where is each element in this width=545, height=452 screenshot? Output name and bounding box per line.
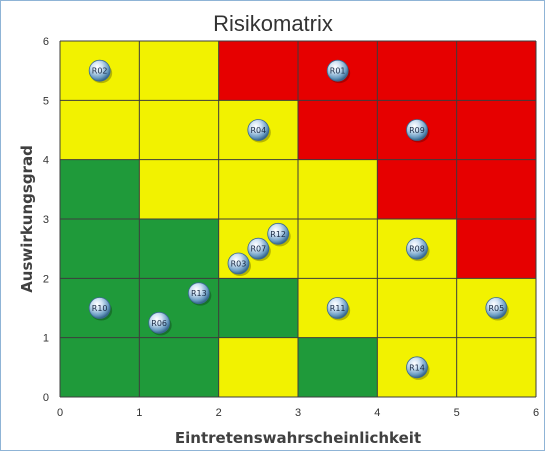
risk-point-r14[interactable]: R14	[406, 356, 430, 380]
x-axis-label: Eintretenswahrscheinlichkeit	[175, 429, 421, 447]
matrix-cell	[60, 219, 140, 279]
risk-point-marker	[326, 297, 349, 319]
risk-point-label: R14	[409, 363, 425, 372]
risk-point-r09[interactable]: R09	[406, 119, 430, 143]
matrix-cell	[218, 159, 298, 219]
matrix-cell	[139, 337, 219, 397]
matrix-cell	[139, 41, 219, 101]
risk-point-r08[interactable]: R08	[406, 237, 430, 262]
matrix-cell	[377, 41, 457, 101]
risk-point-r11[interactable]: R11	[326, 297, 351, 321]
risk-point-r06[interactable]: R06	[148, 311, 172, 336]
matrix-cell	[60, 100, 140, 160]
matrix-cell	[139, 219, 219, 279]
matrix-gridlines	[59, 40, 537, 398]
risk-point-marker	[406, 356, 428, 379]
risk-point-marker	[267, 222, 290, 245]
matrix-cell	[377, 278, 457, 338]
y-tick-label: 0	[43, 392, 49, 404]
risk-points: R01 R02 R03 R04 R05 R06 R07 R08 R09 R10 R11 R12 R13 R…	[88, 59, 509, 380]
y-axis-label: Auswirkungsgrad	[18, 145, 36, 293]
risk-point-r13[interactable]: R13	[187, 282, 212, 306]
matrix-cell	[60, 337, 140, 397]
risk-point-marker	[247, 119, 270, 141]
matrix-cell	[298, 219, 378, 279]
y-tick-label: 1	[43, 333, 49, 345]
matrix-cell	[456, 100, 536, 160]
risk-point-marker	[88, 297, 111, 319]
risk-point-label: R10	[92, 304, 108, 313]
risk-point-marker	[485, 297, 508, 319]
risk-point-marker	[406, 237, 428, 260]
matrix-cell	[377, 159, 457, 219]
matrix-cell	[456, 219, 536, 279]
y-tick-label: 6	[43, 36, 49, 48]
x-tick-label: 2	[216, 407, 222, 419]
risk-point-label: R13	[191, 289, 207, 298]
matrix-cell	[456, 41, 536, 101]
matrix-cell	[60, 159, 140, 219]
x-tick-label: 0	[57, 407, 63, 419]
x-axis-ticks: 0 1 2 3 4 5 6	[57, 407, 539, 419]
y-tick-label: 5	[43, 95, 49, 107]
risk-point-label: R01	[330, 67, 346, 76]
risk-point-label: R09	[409, 126, 425, 135]
x-tick-label: 4	[374, 407, 380, 419]
risk-point-marker	[88, 59, 111, 82]
risk-point-label: R04	[250, 126, 266, 135]
chart-title: Risikomatrix	[213, 11, 333, 36]
x-tick-label: 3	[295, 407, 301, 419]
matrix-cell	[456, 159, 536, 219]
risk-point-r01[interactable]: R01	[326, 59, 351, 84]
risk-point-marker	[148, 311, 171, 334]
matrix-cell	[218, 41, 298, 101]
matrix-cell	[298, 100, 378, 160]
matrix-cell	[456, 337, 536, 397]
risk-point-label: R03	[231, 260, 247, 269]
matrix-cell	[298, 337, 378, 397]
risk-point-label: R05	[488, 304, 504, 313]
matrix-cell	[139, 159, 219, 219]
risk-point-r10[interactable]: R10	[88, 297, 113, 321]
y-axis-ticks: 0 1 2 3 4 5 6	[43, 36, 49, 404]
risk-point-r03[interactable]: R03	[227, 252, 251, 276]
risk-point-label: R11	[330, 304, 346, 313]
y-tick-label: 3	[43, 214, 49, 226]
risk-point-marker	[187, 282, 210, 305]
risk-point-label: R12	[270, 230, 286, 239]
matrix-cell	[218, 278, 298, 338]
matrix-cell	[298, 159, 378, 219]
risk-point-r02[interactable]: R02	[88, 59, 113, 84]
risk-point-r04[interactable]: R04	[247, 119, 271, 143]
risk-point-label: R02	[92, 67, 108, 76]
x-tick-label: 1	[136, 407, 142, 419]
risk-point-r07[interactable]: R07	[247, 237, 271, 262]
risk-point-r12[interactable]: R12	[267, 222, 291, 247]
risk-point-r05[interactable]: R05	[485, 297, 509, 321]
risk-point-marker	[406, 119, 428, 141]
x-tick-label: 6	[533, 407, 539, 419]
y-tick-label: 2	[43, 273, 49, 285]
matrix-cell	[139, 100, 219, 160]
risk-point-marker	[247, 237, 270, 260]
risk-point-label: R08	[409, 245, 425, 254]
matrix-cell	[218, 337, 298, 397]
risk-point-marker	[227, 252, 250, 275]
x-tick-label: 5	[454, 407, 460, 419]
risk-point-marker	[326, 59, 349, 82]
risk-point-label: R06	[151, 319, 167, 328]
risk-point-label: R07	[250, 245, 266, 254]
matrix-cells	[60, 41, 536, 397]
y-tick-label: 4	[43, 155, 49, 167]
